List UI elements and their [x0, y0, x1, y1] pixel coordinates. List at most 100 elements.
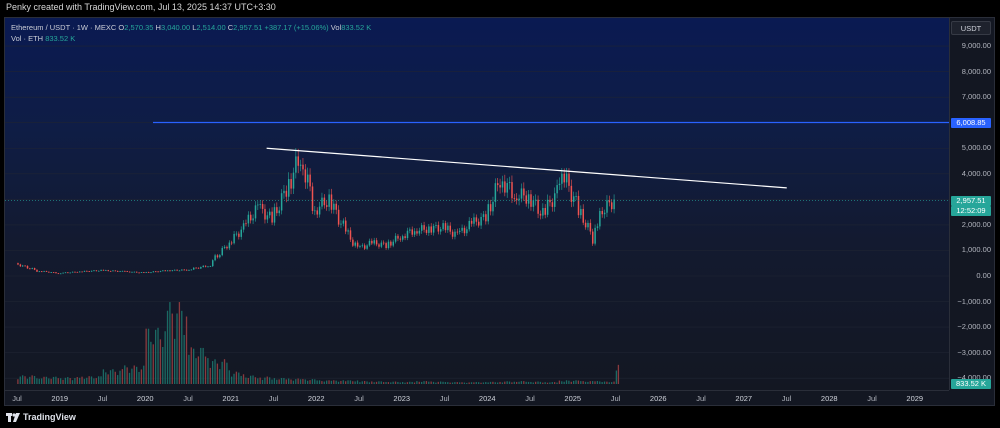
candle-body: [124, 270, 126, 272]
legend-low: 2,514.00: [196, 23, 226, 32]
volume-bar: [378, 381, 380, 384]
tradingview-logo[interactable]: TradingView: [6, 412, 76, 422]
candle-body: [611, 202, 613, 210]
volume-bar: [449, 382, 451, 384]
volume-bar: [461, 382, 463, 384]
volume-bar: [250, 375, 252, 384]
time-axis-label: 2028: [820, 394, 838, 403]
candle-body: [485, 214, 487, 222]
volume-bar: [482, 382, 485, 384]
volume-bar: [359, 382, 361, 384]
volume-bar: [212, 361, 214, 384]
volume-bar: [487, 382, 489, 384]
currency-button[interactable]: USDT: [951, 21, 991, 35]
volume-bar: [202, 347, 204, 384]
candle-body: [221, 247, 223, 256]
candle-body: [323, 197, 326, 206]
candle-body: [24, 265, 26, 267]
candle-body: [114, 270, 117, 272]
candle-body: [178, 270, 181, 272]
volume-bar: [318, 380, 321, 384]
candle-body: [280, 193, 283, 211]
candle-body: [266, 215, 269, 220]
time-axis-label: 2026: [649, 394, 667, 403]
candle-body: [235, 233, 238, 235]
candle-body: [383, 242, 385, 244]
candle-body: [575, 196, 577, 197]
candle-body: [425, 229, 428, 233]
legend-symbol[interactable]: Ethereum / USDT · 1W · MEXC: [11, 23, 117, 32]
volume-bar: [145, 328, 147, 384]
candle-body: [185, 269, 188, 271]
volume-bar: [295, 379, 297, 384]
candle-body: [190, 269, 193, 271]
volume-bar: [126, 367, 128, 384]
candle-body: [197, 267, 200, 269]
time-axis[interactable]: Jul 2019 Jul 2020 Jul 2021 Jul 2022 Jul 2023 Jul 20…: [5, 390, 949, 405]
candle-body: [31, 268, 33, 269]
time-axis-label: 2025: [564, 394, 582, 403]
candle-body: [288, 179, 290, 197]
candle-body: [131, 271, 133, 273]
time-axis-label: 2022: [307, 394, 325, 403]
candle-body: [577, 196, 580, 216]
candle-body: [318, 206, 321, 215]
volume-bar: [430, 381, 432, 384]
candle-body: [62, 272, 64, 274]
candle-body: [608, 200, 611, 203]
candle-body: [214, 255, 216, 261]
candle-body: [209, 266, 212, 268]
volume-bar: [76, 377, 78, 384]
candle-body: [589, 222, 592, 232]
volume-bar: [423, 381, 425, 384]
volume-bar: [64, 377, 67, 384]
candle-body: [33, 268, 36, 270]
candle-body: [406, 230, 409, 239]
volume-bar: [90, 376, 93, 384]
volume-bar: [195, 358, 197, 384]
volume-bar: [285, 379, 287, 384]
candle-body: [461, 227, 463, 231]
volume-bar: [383, 382, 385, 384]
candle-body: [570, 185, 573, 202]
candle-body: [117, 270, 119, 272]
chart-panel[interactable]: Ethereum / USDT · 1W · MEXC O2,570.35 H3…: [4, 17, 995, 406]
volume-bar: [364, 381, 366, 384]
candle-body: [451, 231, 454, 237]
candle-body: [525, 195, 527, 204]
volume-bar: [454, 382, 456, 384]
volume-bar: [176, 313, 178, 384]
volume-indicator-name[interactable]: Vol · ETH: [11, 34, 44, 43]
candle-body: [283, 190, 285, 194]
candle-body: [409, 229, 411, 231]
candle-body: [295, 156, 297, 173]
volume-bar: [52, 376, 55, 384]
candle-body: [147, 272, 150, 273]
volume-bar: [428, 381, 430, 384]
bar-countdown-tag: 12:52:09: [951, 206, 991, 216]
volume-bar: [499, 381, 501, 384]
candle-body: [145, 272, 147, 273]
volume-bar: [24, 376, 26, 384]
volume-bar: [542, 382, 544, 384]
candle-body: [29, 268, 31, 270]
volume-bar: [402, 382, 404, 384]
candle-body: [580, 208, 582, 216]
volume-bar: [26, 378, 29, 384]
volume-bar: [316, 380, 318, 384]
price-chart[interactable]: [5, 18, 949, 390]
volume-bar: [546, 382, 549, 384]
candle-body: [435, 225, 437, 226]
volume-bar: [228, 370, 230, 384]
top-bar: Penky created with TradingView.com, Jul …: [0, 0, 1000, 16]
volume-bar: [55, 376, 57, 384]
legend-close: 2,957.51: [233, 23, 263, 32]
candle-body: [202, 265, 204, 268]
volume-bar: [231, 376, 233, 384]
volume-bar: [174, 338, 176, 384]
candle-body: [468, 220, 470, 230]
volume-bar: [337, 381, 340, 384]
volume-bar: [278, 379, 280, 384]
volume-bar: [200, 347, 202, 384]
candle-body: [463, 227, 466, 234]
